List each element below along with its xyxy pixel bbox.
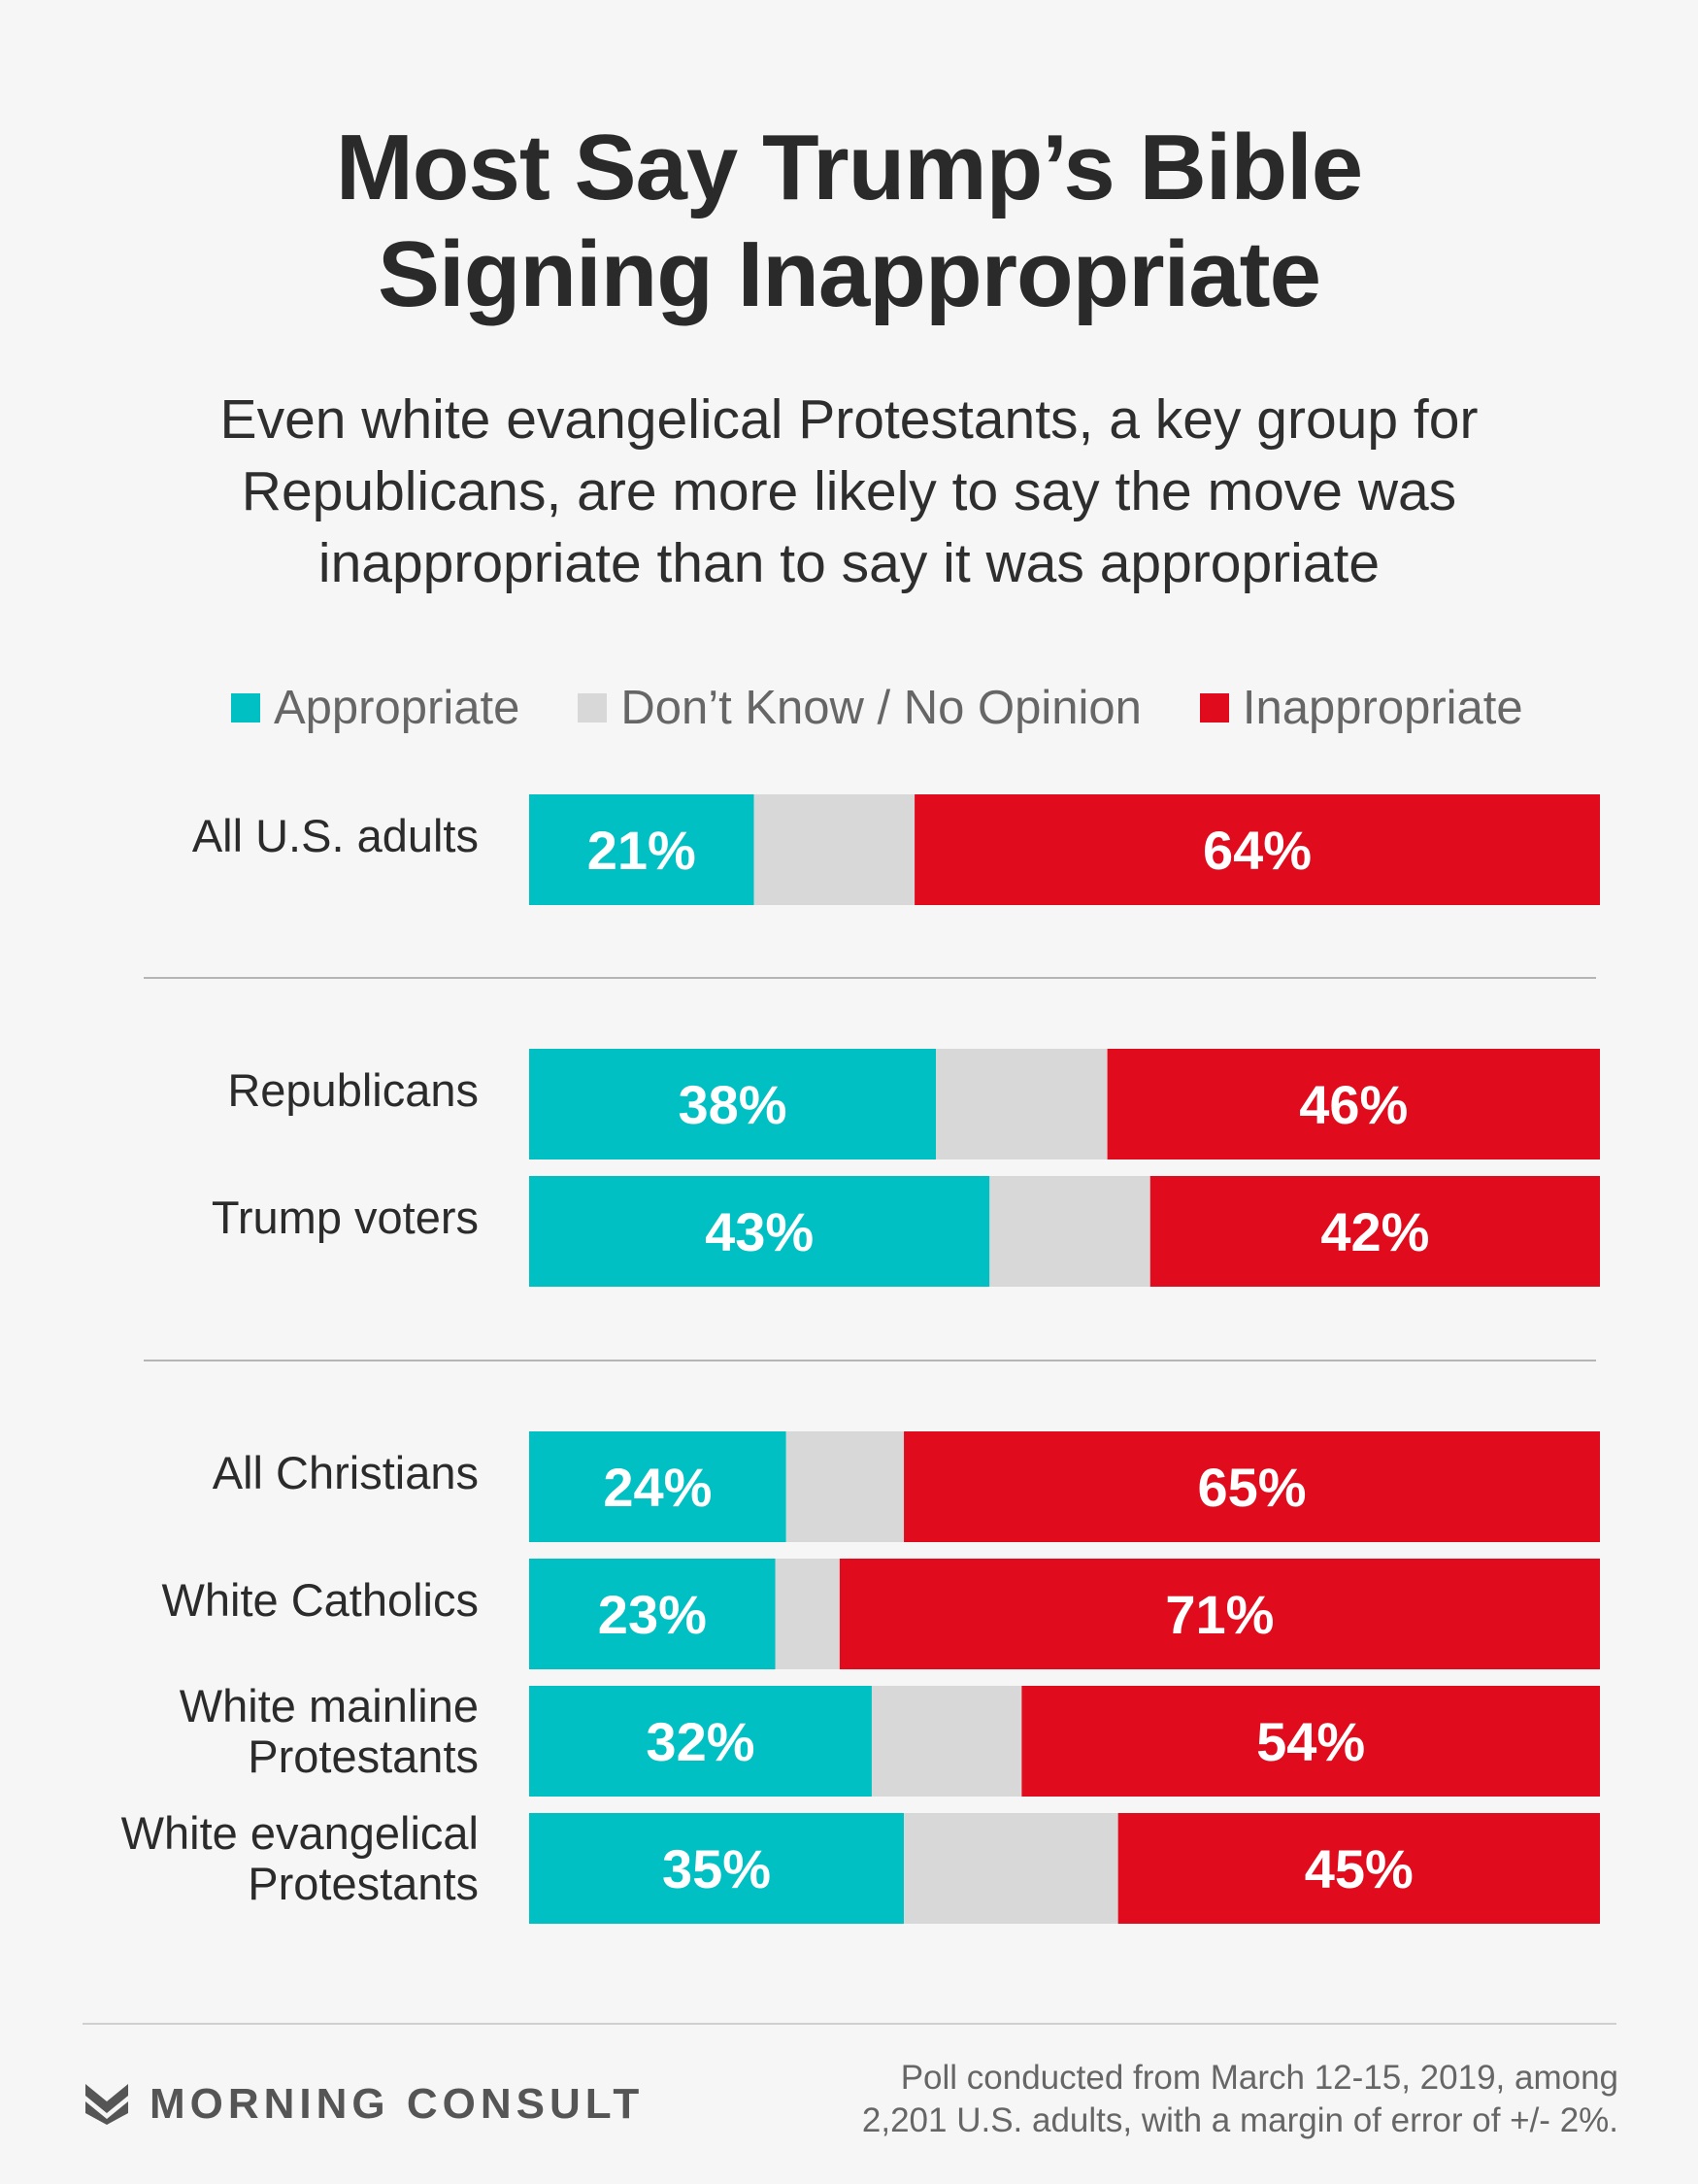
chart-title-line-1: Most Say Trump’s Bible — [335, 116, 1363, 219]
data-label-inappropriate: 64% — [1203, 820, 1312, 881]
data-label-inappropriate: 65% — [1197, 1457, 1306, 1518]
data-label-inappropriate: 46% — [1299, 1074, 1408, 1135]
legend-label-appropriate: Appropriate — [274, 682, 520, 734]
bar-dont-know — [904, 1813, 1118, 1924]
legend-swatch-appropriate — [231, 693, 260, 722]
category-label: Protestants — [248, 1730, 479, 1782]
data-label-appropriate: 24% — [603, 1457, 712, 1518]
bar-appropriate — [529, 1431, 786, 1542]
group-divider — [144, 1360, 1596, 1361]
methodology-note: Poll conducted from March 12-15, 2019, a… — [862, 2057, 1618, 2142]
data-label-inappropriate: 42% — [1320, 1201, 1429, 1262]
category-label: White Catholics — [162, 1574, 480, 1626]
chart-subtitle-line-1: Even white evangelical Protestants, a ke… — [219, 388, 1479, 451]
data-label-appropriate: 43% — [705, 1201, 814, 1262]
chart-title-line-2: Signing Inappropriate — [377, 222, 1321, 326]
bar-inappropriate — [915, 794, 1600, 905]
bar-dont-know — [785, 1431, 905, 1542]
legend-item-appropriate: Appropriate — [231, 681, 519, 735]
bar-dont-know — [936, 1049, 1108, 1159]
bar-inappropriate — [1149, 1176, 1600, 1287]
bar-dont-know — [753, 794, 916, 905]
data-label-appropriate: 38% — [679, 1074, 787, 1135]
data-label-inappropriate: 71% — [1165, 1584, 1274, 1645]
legend: Appropriate Don’t Know / No Opinion Inap… — [231, 677, 1523, 739]
bar-inappropriate — [1021, 1686, 1600, 1797]
legend-swatch-inappropriate — [1199, 693, 1229, 722]
data-label-appropriate: 32% — [646, 1711, 754, 1772]
methodology-note-line-1: Poll conducted from March 12-15, 2019, a… — [900, 2059, 1618, 2097]
category-label: White evangelical — [121, 1807, 479, 1859]
chart-subtitle: Even white evangelical Protestants, a ke… — [58, 384, 1640, 599]
bar-appropriate — [529, 794, 754, 905]
methodology-note-line-2: 2,201 U.S. adults, with a margin of erro… — [861, 2101, 1618, 2139]
chart-subtitle-line-2: Republicans, are more likely to say the … — [241, 460, 1457, 522]
legend-item-dont-know: Don’t Know / No Opinion — [578, 681, 1142, 735]
category-label: Trump voters — [212, 1192, 479, 1243]
bar-appropriate — [529, 1049, 937, 1159]
legend-label-inappropriate: Inappropriate — [1242, 682, 1523, 734]
chart-subtitle-line-3: inappropriate than to say it was appropr… — [317, 532, 1381, 594]
bar-inappropriate — [904, 1431, 1600, 1542]
group-divider — [144, 977, 1596, 979]
brand-name: MORNING CONSULT — [150, 2080, 645, 2128]
bar-appropriate — [529, 1559, 776, 1669]
bar-inappropriate — [1117, 1813, 1600, 1924]
category-label: Republicans — [227, 1064, 479, 1116]
chart-title: Most Say Trump’s Bible Signing Inappropr… — [0, 115, 1698, 328]
legend-label-dont-know: Don’t Know / No Opinion — [620, 682, 1142, 734]
data-label-inappropriate: 45% — [1305, 1838, 1414, 1899]
bar-appropriate — [529, 1686, 872, 1797]
bar-dont-know — [871, 1686, 1022, 1797]
bar-inappropriate — [1107, 1049, 1600, 1159]
bar-dont-know — [775, 1559, 840, 1669]
brand-logo: MORNING CONSULT — [85, 2080, 644, 2129]
legend-swatch-dont-know — [578, 693, 608, 722]
category-label: All U.S. adults — [192, 810, 479, 861]
legend-item-inappropriate: Inappropriate — [1199, 681, 1523, 735]
category-label: White mainline — [180, 1680, 479, 1731]
data-label-appropriate: 21% — [587, 820, 696, 881]
footer-divider — [83, 2023, 1616, 2025]
data-label-inappropriate: 54% — [1256, 1711, 1365, 1772]
morning-consult-icon — [85, 2084, 128, 2125]
data-label-appropriate: 35% — [662, 1838, 771, 1899]
bar-appropriate — [529, 1813, 905, 1924]
data-label-appropriate: 23% — [598, 1584, 707, 1645]
bar-inappropriate — [839, 1559, 1600, 1669]
category-label: All Christians — [213, 1447, 479, 1498]
category-label: Protestants — [248, 1858, 479, 1909]
bar-appropriate — [529, 1176, 990, 1287]
bar-dont-know — [989, 1176, 1150, 1287]
